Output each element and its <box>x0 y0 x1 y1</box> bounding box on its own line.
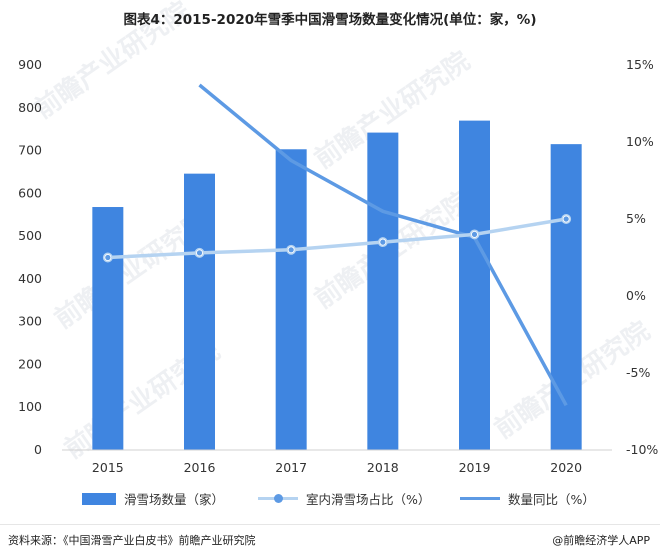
indoor-share-point-core-2017 <box>288 247 294 253</box>
left-tick-label: 800 <box>18 100 42 115</box>
left-tick-label: 600 <box>18 185 42 200</box>
bar-2017 <box>275 149 307 450</box>
x-tick-label: 2019 <box>459 460 491 475</box>
left-tick-label: 500 <box>18 228 42 243</box>
legend-line-marker-swatch <box>258 494 298 503</box>
legend-bar-swatch <box>82 492 116 505</box>
legend-item-yoy: 数量同比（%） <box>460 489 595 508</box>
credit-note: @前瞻经济学人APP <box>552 534 650 547</box>
left-tick-label: 900 <box>18 57 42 72</box>
yoy-line <box>198 83 568 407</box>
indoor-share-point-core-2015 <box>105 254 111 261</box>
legend-marker-dot <box>274 494 283 503</box>
bar-2015 <box>92 207 124 450</box>
left-tick-label: 0 <box>34 442 42 457</box>
footer-divider <box>0 524 660 525</box>
left-tick-label: 400 <box>18 271 42 286</box>
indoor-share-point-core-2018 <box>380 239 386 245</box>
right-tick-label: 0% <box>626 288 646 303</box>
indoor-share-line <box>107 217 567 260</box>
chart-area: 0 100 200 300 400 500 600 700 800 900 -10% -5% 0% 5% 1… <box>18 57 658 475</box>
left-tick-label: 300 <box>18 314 42 329</box>
indoor-share-point-core-2016 <box>196 250 203 256</box>
bar-2019 <box>459 120 490 450</box>
x-tick-label: 2016 <box>184 460 216 475</box>
right-tick-label: 10% <box>626 134 654 149</box>
right-tick-label: -10% <box>626 442 658 457</box>
right-tick-label: 5% <box>626 211 646 226</box>
x-tick-label: 2015 <box>92 460 124 475</box>
left-tick-label: 700 <box>18 143 42 158</box>
legend-label: 数量同比（%） <box>508 492 595 507</box>
bar-2020 <box>550 144 582 450</box>
legend-item-indoor-share: 室内滑雪场占比（%） <box>258 489 430 508</box>
legend-label: 滑雪场数量（家） <box>124 492 225 507</box>
left-tick-label: 100 <box>18 399 42 414</box>
chart-title: 图表4：2015-2020年雪季中国滑雪场数量变化情况(单位：家，%) <box>123 12 537 28</box>
legend-item-ski-resorts: 滑雪场数量（家） <box>82 489 224 508</box>
legend-line-swatch <box>460 497 500 500</box>
legend-label: 室内滑雪场占比（%） <box>306 492 431 507</box>
x-tick-label: 2020 <box>550 460 582 475</box>
bar-2016 <box>184 173 215 450</box>
bar-2018 <box>367 132 399 451</box>
right-tick-label: -5% <box>626 365 650 380</box>
x-tick-label: 2018 <box>367 460 399 475</box>
indoor-share-point-core-2020 <box>563 216 569 222</box>
left-tick-label: 200 <box>18 356 42 371</box>
x-tick-label: 2017 <box>275 460 307 475</box>
right-tick-label: 15% <box>626 57 654 72</box>
source-note: 资料来源：《中国滑雪产业白皮书》前瞻产业研究院 <box>8 534 256 547</box>
legend: 滑雪场数量（家） 室内滑雪场占比（%） 数量同比（%） <box>0 489 660 513</box>
indoor-share-point-core-2019 <box>471 231 478 237</box>
